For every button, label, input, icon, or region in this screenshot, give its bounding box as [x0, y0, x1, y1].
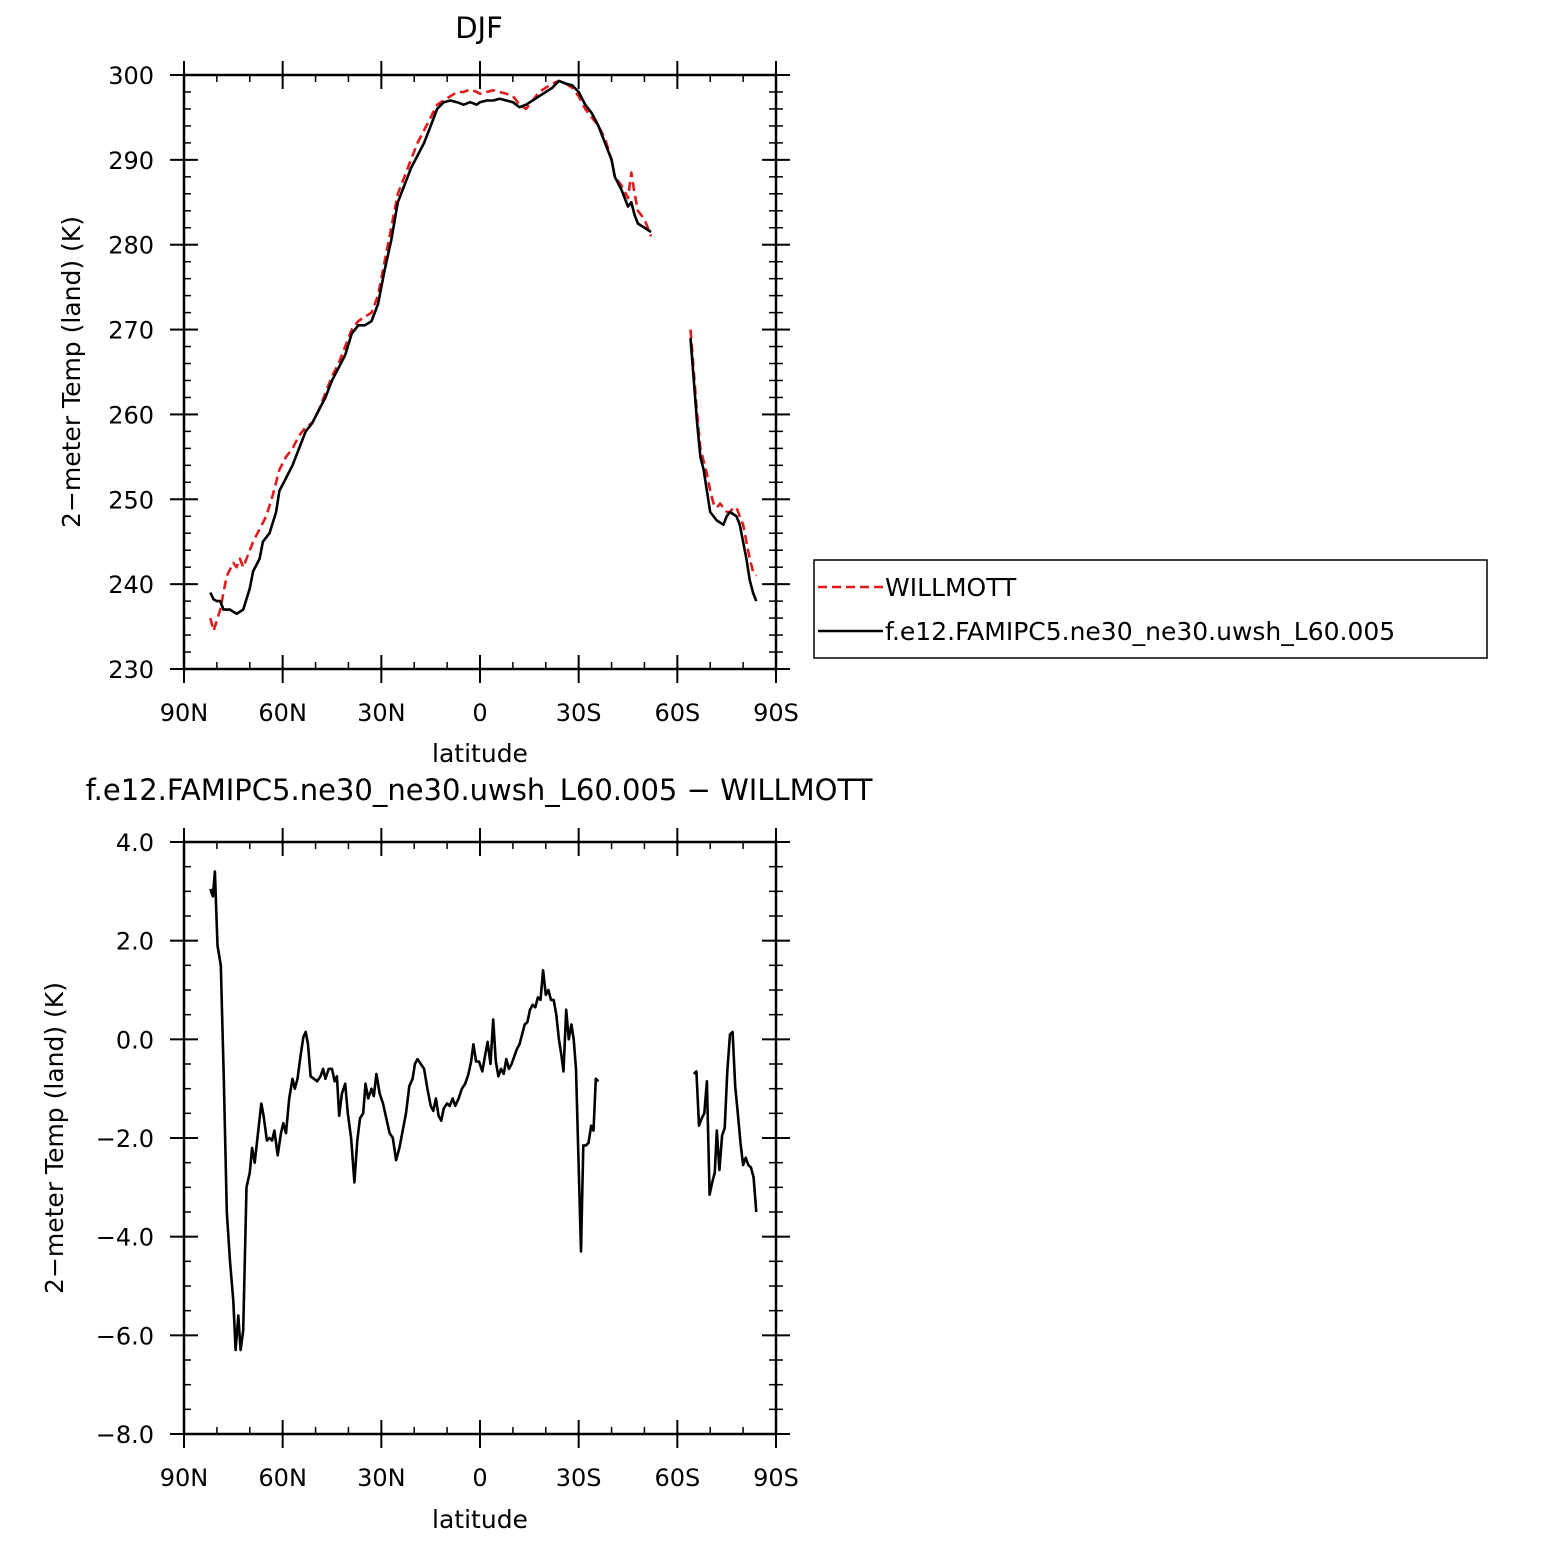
y-tick-label: −6.0 [96, 1322, 154, 1350]
x-tick-label: 30S [556, 699, 602, 727]
bottom-panel-title: f.e12.FAMIPC5.ne30_ne30.uwsh_L60.005 − W… [86, 773, 873, 807]
y-tick-label: 290 [108, 147, 154, 175]
bottom-panel: f.e12.FAMIPC5.ne30_ne30.uwsh_L60.005 − W… [40, 773, 873, 1534]
bottom-y-axis-title: 2−meter Temp (land) (K) [40, 982, 69, 1294]
top-panel: DJF 90N 60N 30N 0 30S 60S 90S 2302402502602702… [57, 11, 799, 768]
bottom-series-lines [209, 870, 758, 1352]
y-tick-label: 240 [108, 571, 154, 599]
x-tick-label: 60S [654, 699, 700, 727]
x-tick-label: 60S [654, 1464, 700, 1492]
x-tick-label: 30S [556, 1464, 602, 1492]
y-tick-label: 230 [108, 656, 154, 684]
series-line-willmott [689, 329, 758, 577]
y-tick-label: 260 [108, 401, 154, 429]
series-line-difference [209, 870, 600, 1352]
x-tick-label: 90N [160, 1464, 209, 1492]
x-tick-label: 90S [753, 1464, 799, 1492]
legend-label-willmott: WILLMOTT [885, 573, 1017, 602]
y-tick-label: 0.0 [116, 1026, 154, 1054]
legend-box [813, 559, 1488, 659]
legend-item-willmott: WILLMOTT [818, 573, 1017, 602]
x-tick-label: 60N [258, 1464, 307, 1492]
x-tick-label: 0 [472, 699, 487, 727]
legend-label-model: f.e12.FAMIPC5.ne30_ne30.uwsh_L60.005 [885, 617, 1395, 646]
x-tick-label: 0 [472, 1464, 487, 1492]
legend-item-model: f.e12.FAMIPC5.ne30_ne30.uwsh_L60.005 [818, 617, 1395, 646]
legend: WILLMOTT f.e12.FAMIPC5.ne30_ne30.uwsh_L6… [813, 559, 1488, 659]
y-tick-label: −8.0 [96, 1421, 154, 1449]
x-tick-label: 60N [258, 699, 307, 727]
y-tick-label: 2.0 [116, 928, 154, 956]
bottom-y-ticks: −8.0 −6.0 −4.0 −2.0 0.0 2.0 4.0 [96, 829, 790, 1449]
bottom-plot-frame [182, 840, 778, 1436]
x-tick-label: 90N [160, 699, 209, 727]
x-tick-label: 90S [753, 699, 799, 727]
x-tick-label: 30N [357, 1464, 406, 1492]
y-tick-label: −2.0 [96, 1125, 154, 1153]
y-tick-label: 4.0 [116, 829, 154, 857]
y-tick-label: 300 [108, 62, 154, 90]
y-tick-label: 270 [108, 317, 154, 345]
y-tick-label: 250 [108, 486, 154, 514]
top-x-axis-title: latitude [432, 739, 528, 768]
top-y-ticks: 230 240 250 260 270 280 290 300 [108, 62, 790, 684]
bottom-x-axis-title: latitude [432, 1505, 528, 1534]
x-tick-label: 30N [357, 699, 406, 727]
top-series-lines [209, 79, 758, 633]
top-x-ticks: 90N 60N 30N 0 30S 60S 90S [160, 61, 799, 727]
y-tick-label: −4.0 [96, 1224, 154, 1252]
top-plot-frame [182, 73, 778, 671]
top-panel-title: DJF [455, 11, 503, 45]
series-line-f-e12-famipc5-ne30-ne30-uwsh-l60-005 [209, 79, 652, 616]
series-line-f-e12-famipc5-ne30-ne30-uwsh-l60-005 [689, 337, 758, 602]
series-line-willmott [209, 79, 653, 633]
y-tick-label: 280 [108, 232, 154, 260]
top-y-axis-title: 2−meter Temp (land) (K) [57, 216, 86, 528]
series-line-difference [692, 1030, 758, 1213]
